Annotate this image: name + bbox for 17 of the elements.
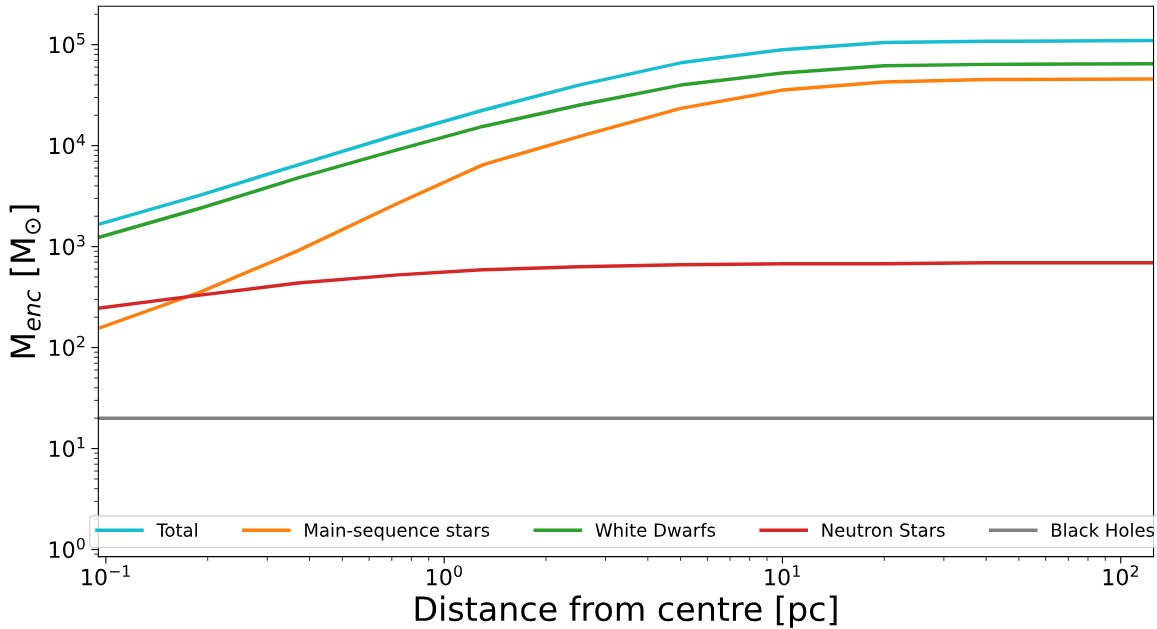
x-tick-label: 10$^{−1}$ (82, 565, 130, 586)
legend-label: Neutron Stars (822, 523, 945, 537)
legend-label: Main-sequence stars (305, 522, 490, 541)
y-tick-label: 10$^{1}$ (49, 437, 85, 458)
y-tick-label: 10$^{3}$ (49, 234, 85, 256)
x-tick-label: 10$^{1}$ (765, 565, 800, 586)
y-tick-label: 10$^{2}$ (49, 335, 85, 357)
legend-label: Black Holes (1052, 522, 1155, 537)
y-tick-label: 10$^{4}$ (49, 134, 85, 155)
x-tick-label: 10$^{0}$ (427, 565, 462, 586)
y-tick-label: 10$^{5}$ (49, 33, 85, 54)
legend-label: White Dwarfs (595, 522, 716, 537)
y-axis-title: M$_{enc}$ [M$_{⊙}$] (9, 205, 41, 358)
y-tick-label: 10$^{0}$ (49, 537, 85, 559)
legend-label: Total (156, 522, 197, 537)
x-tick-label: 10$^{2}$ (1103, 565, 1139, 586)
x-axis-title: Distance from centre [pc] (415, 595, 837, 628)
